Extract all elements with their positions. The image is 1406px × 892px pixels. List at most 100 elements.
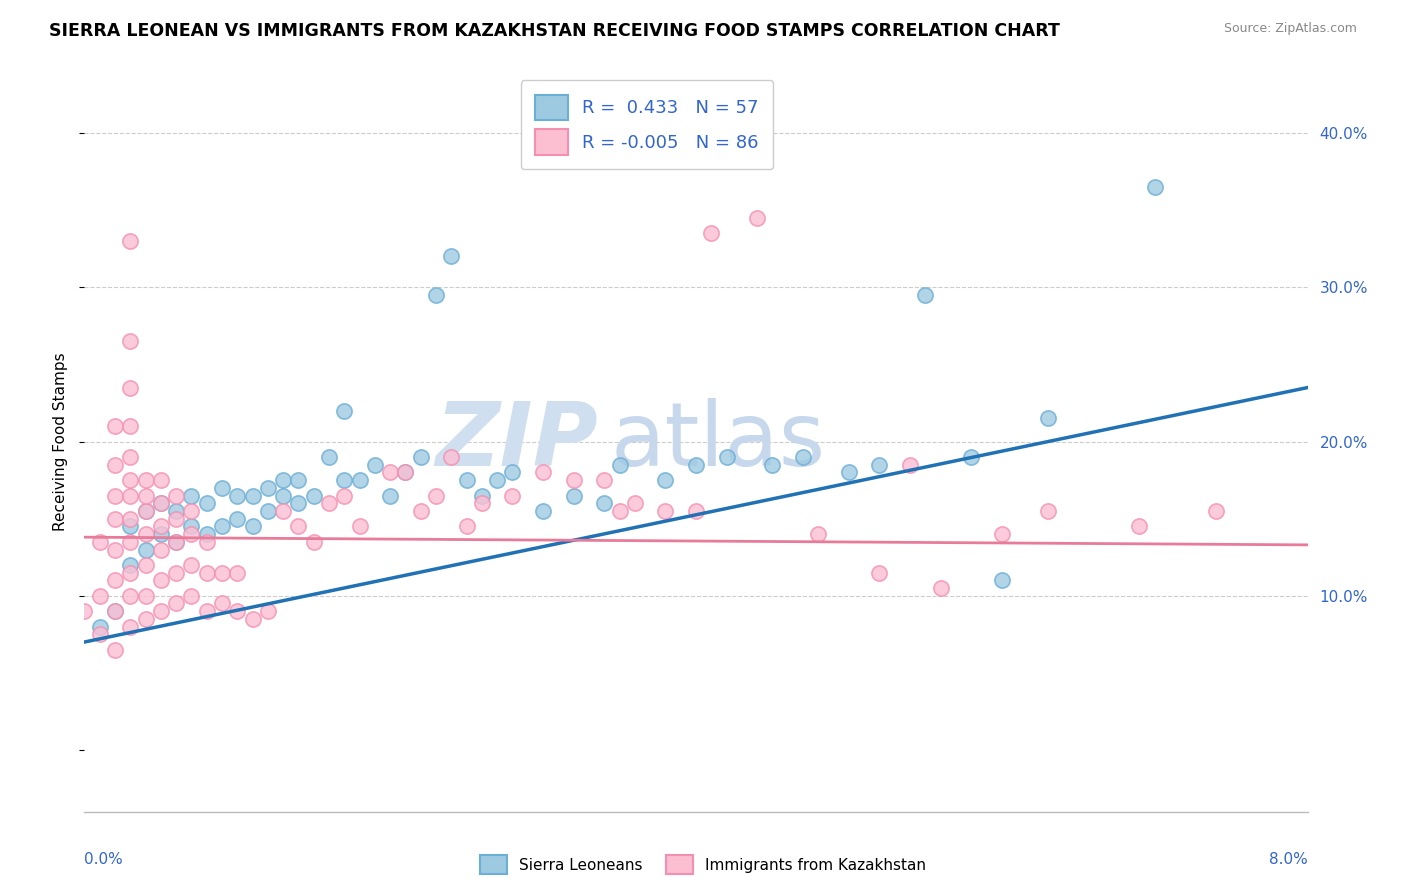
- Point: [531, 466, 554, 480]
- Point: [700, 227, 723, 241]
- Point: [333, 473, 356, 487]
- Point: [104, 642, 127, 657]
- Point: [226, 511, 249, 525]
- Point: [271, 489, 294, 503]
- Point: [195, 534, 218, 549]
- Point: [318, 496, 340, 510]
- Point: [609, 458, 631, 472]
- Text: Source: ZipAtlas.com: Source: ZipAtlas.com: [1223, 22, 1357, 36]
- Point: [211, 481, 233, 495]
- Point: [120, 334, 142, 349]
- Point: [593, 473, 616, 487]
- Point: [486, 473, 509, 487]
- Point: [89, 619, 111, 633]
- Point: [120, 566, 142, 580]
- Point: [180, 558, 202, 572]
- Point: [318, 450, 340, 464]
- Point: [242, 612, 264, 626]
- Point: [195, 527, 218, 541]
- Point: [349, 473, 371, 487]
- Point: [257, 604, 280, 618]
- Point: [180, 504, 202, 518]
- Legend: Sierra Leoneans, Immigrants from Kazakhstan: Sierra Leoneans, Immigrants from Kazakhs…: [474, 849, 932, 880]
- Point: [120, 419, 142, 434]
- Point: [165, 504, 187, 518]
- Point: [685, 504, 707, 518]
- Point: [149, 473, 172, 487]
- Point: [135, 542, 157, 557]
- Point: [120, 380, 142, 394]
- Point: [747, 211, 769, 225]
- Point: [654, 473, 676, 487]
- Point: [1128, 519, 1150, 533]
- Point: [149, 527, 172, 541]
- Point: [120, 234, 142, 248]
- Point: [929, 581, 952, 595]
- Point: [242, 519, 264, 533]
- Point: [104, 511, 127, 525]
- Point: [898, 458, 921, 472]
- Point: [135, 612, 157, 626]
- Point: [149, 496, 172, 510]
- Point: [302, 489, 325, 503]
- Point: [456, 519, 478, 533]
- Point: [165, 534, 187, 549]
- Point: [120, 511, 142, 525]
- Point: [135, 473, 157, 487]
- Point: [242, 489, 264, 503]
- Point: [425, 288, 447, 302]
- Point: [165, 534, 187, 549]
- Point: [1036, 411, 1059, 425]
- Point: [991, 574, 1014, 588]
- Point: [89, 589, 111, 603]
- Point: [991, 527, 1014, 541]
- Point: [195, 566, 218, 580]
- Point: [149, 574, 172, 588]
- Point: [180, 589, 202, 603]
- Point: [89, 627, 111, 641]
- Point: [333, 489, 356, 503]
- Point: [104, 604, 127, 618]
- Point: [149, 542, 172, 557]
- Point: [226, 566, 249, 580]
- Point: [914, 288, 936, 302]
- Point: [180, 527, 202, 541]
- Point: [120, 558, 142, 572]
- Point: [104, 458, 127, 472]
- Point: [271, 473, 294, 487]
- Point: [211, 597, 233, 611]
- Point: [409, 450, 432, 464]
- Point: [287, 473, 309, 487]
- Point: [1205, 504, 1227, 518]
- Point: [149, 519, 172, 533]
- Point: [135, 558, 157, 572]
- Point: [135, 527, 157, 541]
- Legend: R =  0.433   N = 57, R = -0.005   N = 86: R = 0.433 N = 57, R = -0.005 N = 86: [520, 80, 773, 169]
- Text: 8.0%: 8.0%: [1268, 853, 1308, 867]
- Point: [440, 250, 463, 264]
- Point: [333, 403, 356, 417]
- Point: [226, 489, 249, 503]
- Point: [165, 511, 187, 525]
- Point: [960, 450, 983, 464]
- Point: [135, 589, 157, 603]
- Point: [364, 458, 387, 472]
- Point: [180, 489, 202, 503]
- Point: [120, 450, 142, 464]
- Text: ZIP: ZIP: [436, 398, 598, 485]
- Point: [502, 489, 524, 503]
- Point: [409, 504, 432, 518]
- Text: atlas: atlas: [610, 398, 825, 485]
- Point: [104, 604, 127, 618]
- Text: SIERRA LEONEAN VS IMMIGRANTS FROM KAZAKHSTAN RECEIVING FOOD STAMPS CORRELATION C: SIERRA LEONEAN VS IMMIGRANTS FROM KAZAKH…: [49, 22, 1060, 40]
- Point: [838, 466, 860, 480]
- Point: [195, 604, 218, 618]
- Point: [104, 419, 127, 434]
- Point: [456, 473, 478, 487]
- Point: [104, 574, 127, 588]
- Point: [440, 450, 463, 464]
- Point: [120, 519, 142, 533]
- Point: [149, 496, 172, 510]
- Point: [73, 604, 96, 618]
- Point: [257, 504, 280, 518]
